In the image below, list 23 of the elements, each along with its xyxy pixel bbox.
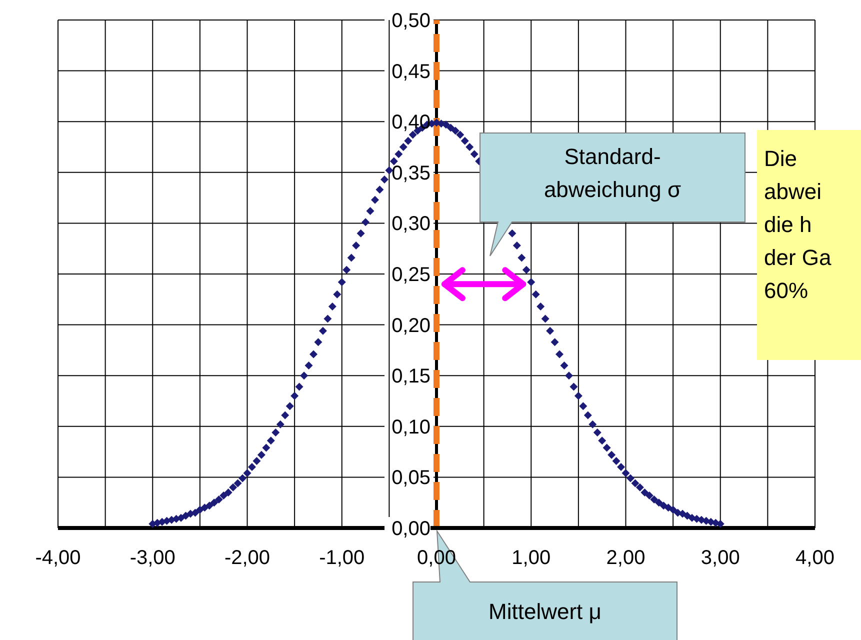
x-tick-label: -2,00 [224, 547, 270, 569]
x-tick-label: 1,00 [512, 547, 551, 569]
x-tick-label: -4,00 [35, 547, 81, 569]
annotation: Die abwei die h der Ga 60% [763, 145, 832, 305]
y-tick-label: 0,50 [392, 10, 430, 32]
y-tick-label: 0,30 [392, 213, 430, 236]
x-tick-label: 3,00 [700, 547, 740, 569]
x-tick-label: -3,00 [130, 547, 176, 569]
text: Mittelwert μ [488, 598, 602, 626]
annotation: Standard- abweichung σ [542, 143, 682, 204]
y-tick-label: 0,05 [392, 467, 430, 490]
x-tick-label: -1,00 [319, 547, 365, 569]
y-tick-label: 0,25 [392, 264, 430, 286]
y-tick-label: 0,40 [392, 112, 430, 134]
y-tick-label: 0,20 [392, 314, 430, 337]
y-tick-label: 0,00 [392, 518, 430, 540]
x-tick-label: 2,00 [606, 547, 646, 569]
y-tick-label: 0,45 [392, 60, 430, 83]
x-tick-label: 4,00 [796, 547, 834, 569]
y-tick-label: 0,10 [392, 416, 430, 438]
x-tick-label: 0,00 [417, 547, 456, 569]
y-tick-label: 0,35 [392, 162, 430, 184]
y-tick-label: 0,15 [392, 366, 430, 388]
